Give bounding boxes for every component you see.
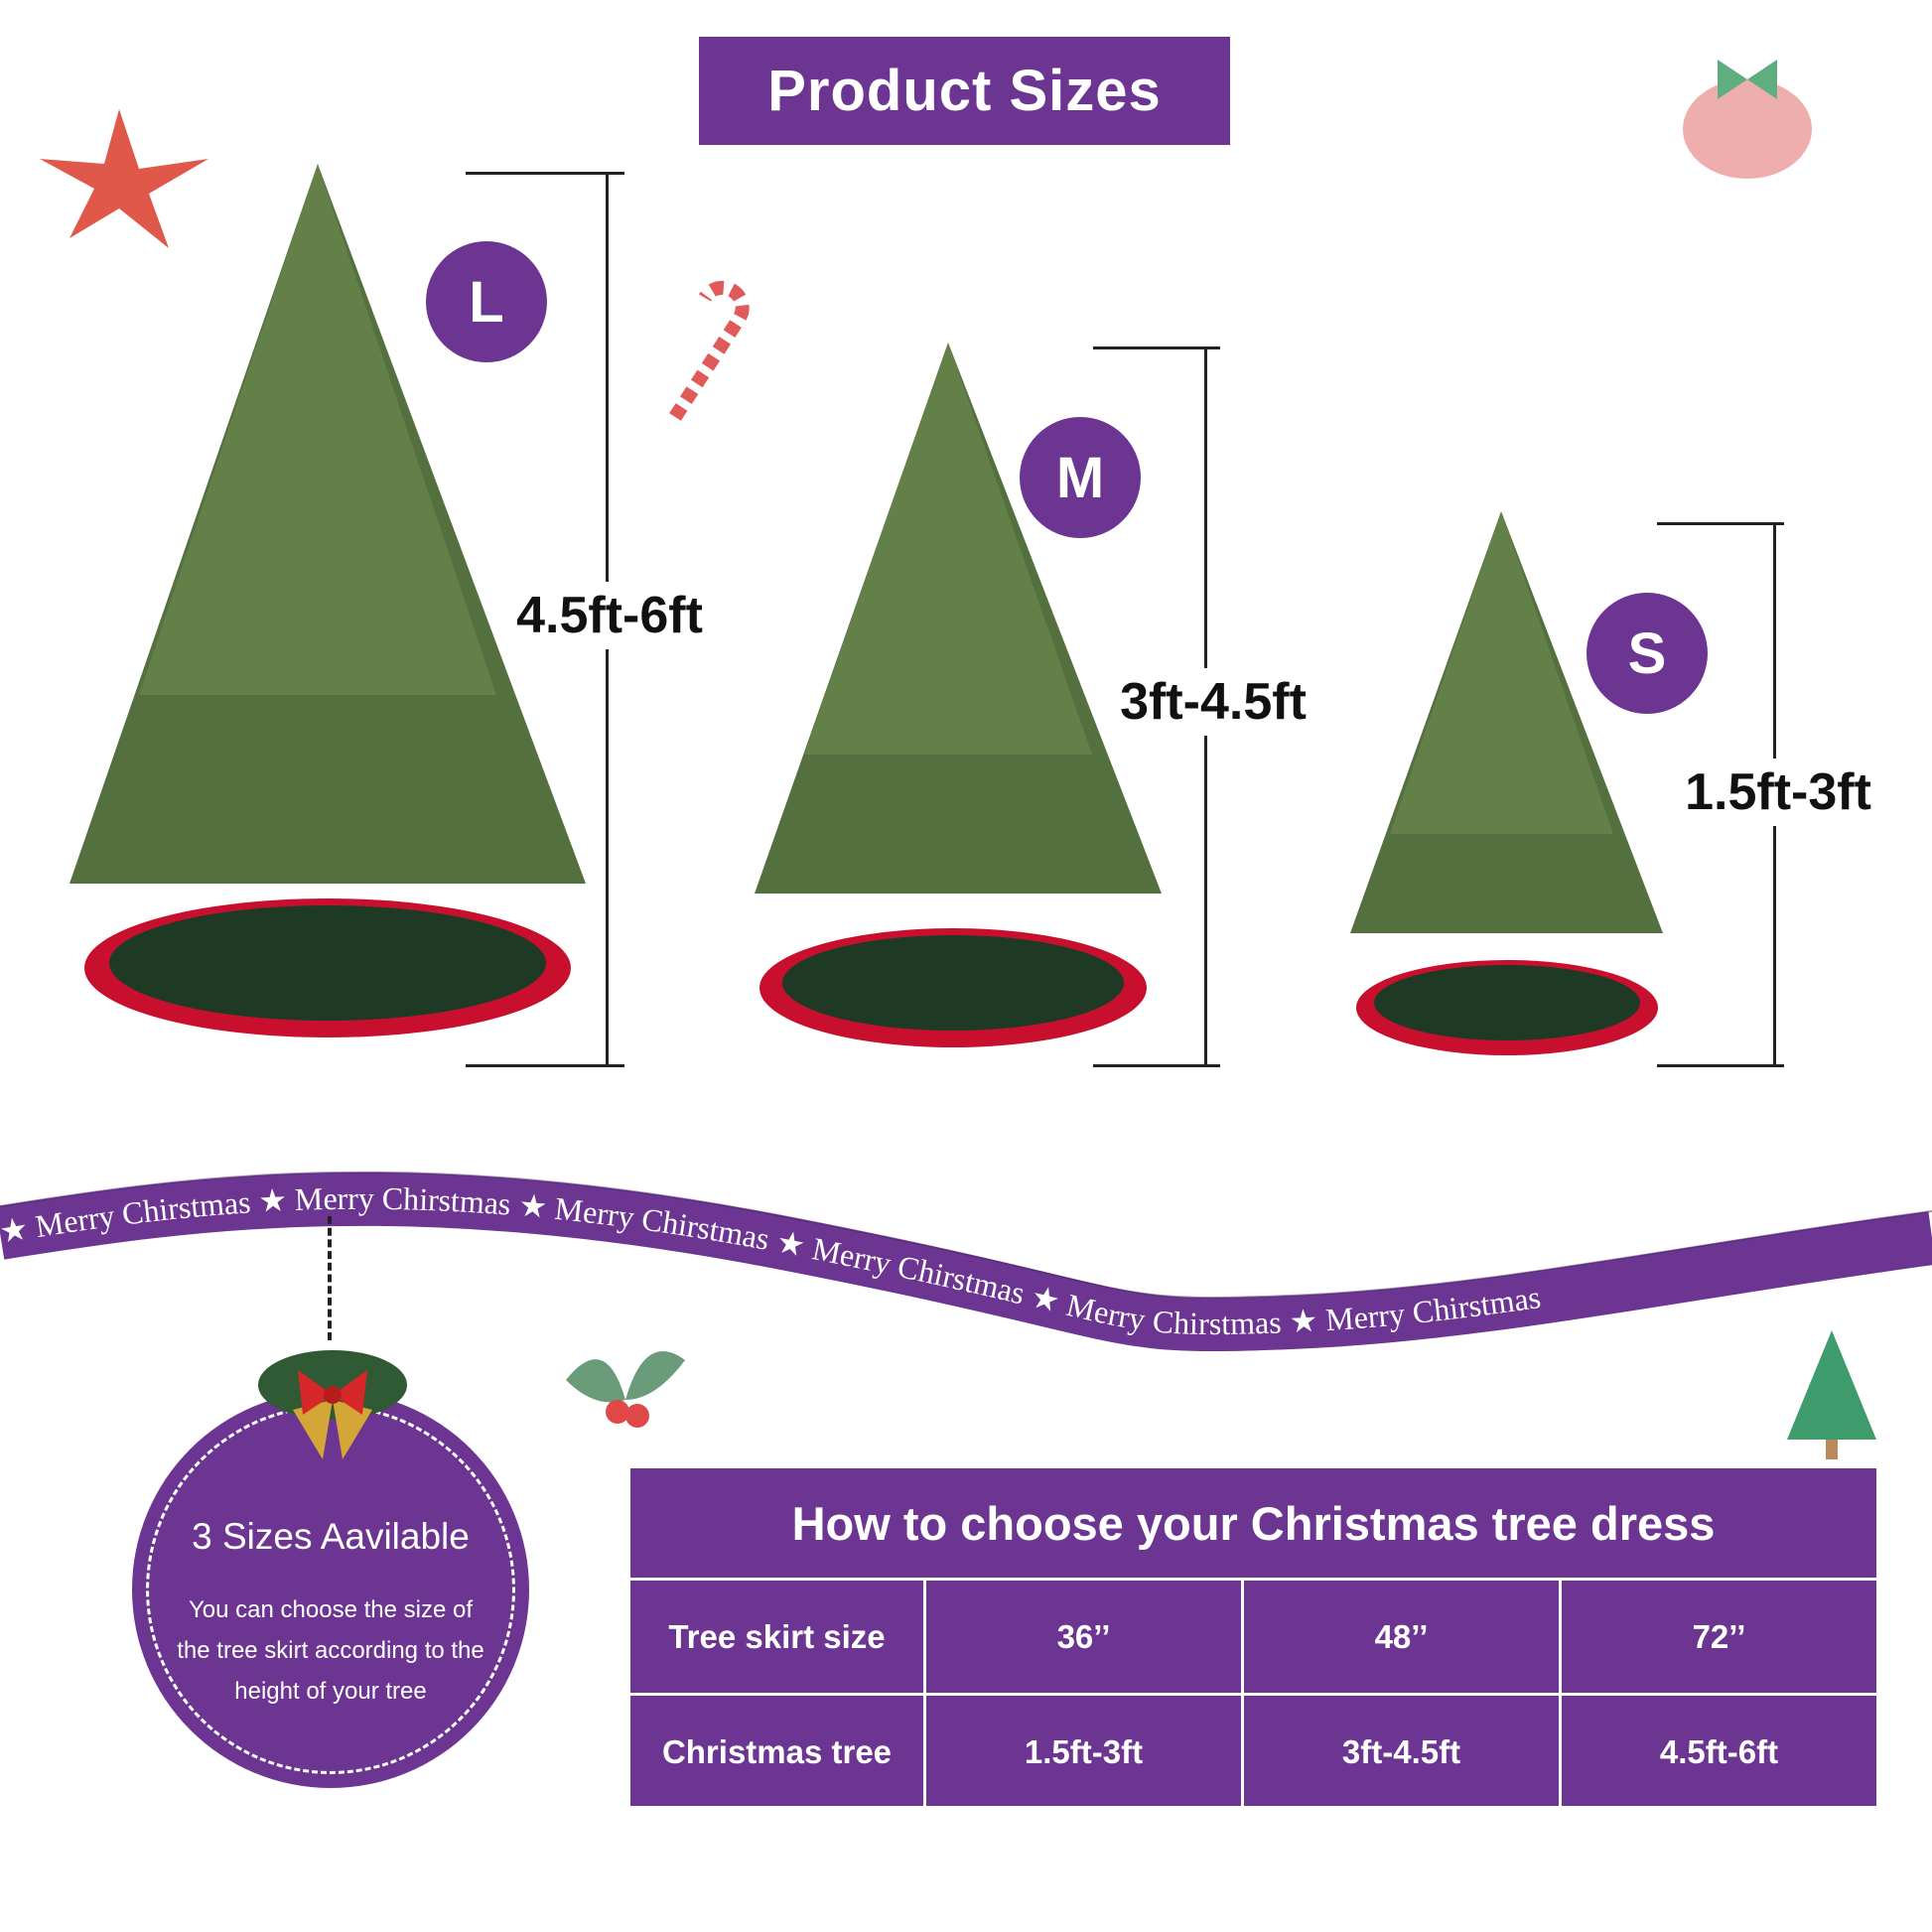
dimension-tick xyxy=(466,172,624,175)
size-range-medium: 3ft-4.5ft xyxy=(1120,668,1307,736)
dimension-tick xyxy=(1093,1064,1220,1067)
merry-christmas-ribbon: ★ Merry Chirstmas ★ Merry Chirstmas ★ Me… xyxy=(0,1171,1932,1390)
sizes-available-heading: 3 Sizes Aavilable xyxy=(192,1516,470,1557)
tree-small xyxy=(1350,511,1663,1055)
size-badge-large: L xyxy=(426,241,547,362)
size-badge-medium: M xyxy=(1020,417,1141,538)
table-cell: 48’’ xyxy=(1241,1581,1559,1693)
table-title: How to choose your Christmas tree dress xyxy=(630,1468,1876,1581)
table-row: Christmas tree 1.5ft-3ft 3ft-4.5ft 4.5ft… xyxy=(630,1696,1876,1808)
size-guide-table: How to choose your Christmas tree dress … xyxy=(630,1468,1876,1808)
connector-dashed-line xyxy=(328,1216,332,1340)
size-range-large: 4.5ft-6ft xyxy=(516,582,703,649)
candy-cane-icon xyxy=(669,280,750,421)
holly-icon xyxy=(566,1351,685,1428)
table-cell: 4.5ft-6ft xyxy=(1559,1696,1876,1808)
table-cell: 3ft-4.5ft xyxy=(1241,1696,1559,1808)
row-label: Tree skirt size xyxy=(668,1617,886,1655)
table-cell: 36’’ xyxy=(923,1581,1241,1693)
trees-illustration xyxy=(69,164,1663,1055)
bells-icon xyxy=(258,1350,407,1459)
dimension-tick xyxy=(1657,522,1784,525)
christmas-tree-icon xyxy=(1787,1330,1876,1459)
sizes-available-badge: 3 Sizes Aavilable You can choose the siz… xyxy=(132,1391,529,1788)
dimension-tick xyxy=(466,1064,624,1067)
row-label: Christmas tree xyxy=(661,1732,893,1770)
size-badge-small: S xyxy=(1587,593,1708,714)
table-cell: 72’’ xyxy=(1559,1581,1876,1693)
dimension-tick xyxy=(1657,1064,1784,1067)
size-range-small: 1.5ft-3ft xyxy=(1685,759,1871,826)
table-cell: 1.5ft-3ft xyxy=(923,1696,1241,1808)
poinsettia-icon xyxy=(40,109,208,248)
page-title: Product Sizes xyxy=(699,37,1230,145)
sizes-available-text: You can choose the size of the tree skir… xyxy=(177,1596,484,1705)
tree-medium xyxy=(755,343,1162,1047)
ornament-icon xyxy=(1683,60,1812,179)
tree-large xyxy=(69,164,586,1037)
table-row: Tree skirt size 36’’ 48’’ 72’’ xyxy=(630,1581,1876,1696)
dimension-tick xyxy=(1093,346,1220,349)
